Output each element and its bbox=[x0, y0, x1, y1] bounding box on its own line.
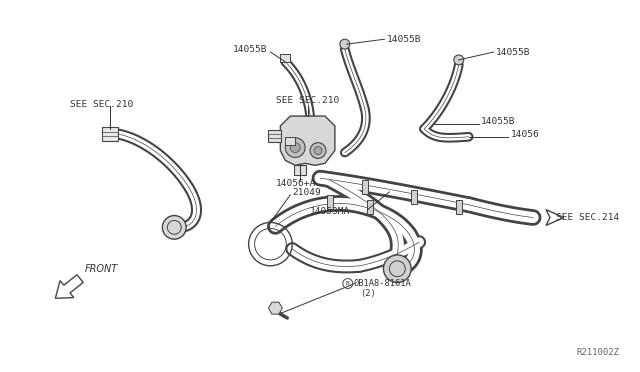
Text: 0B1A8-8161A: 0B1A8-8161A bbox=[354, 279, 412, 288]
Circle shape bbox=[285, 138, 305, 157]
Text: 14055B: 14055B bbox=[495, 48, 530, 57]
Bar bbox=[362, 180, 367, 194]
Circle shape bbox=[383, 255, 412, 283]
Text: SEE SEC.210: SEE SEC.210 bbox=[276, 96, 340, 105]
Text: 14056+A: 14056+A bbox=[275, 179, 316, 187]
Text: 14056: 14056 bbox=[510, 130, 539, 139]
Circle shape bbox=[454, 55, 464, 65]
Text: B: B bbox=[346, 281, 349, 286]
Circle shape bbox=[310, 142, 326, 158]
Bar bbox=[412, 190, 417, 204]
Text: 14055B: 14055B bbox=[387, 35, 421, 44]
Circle shape bbox=[163, 215, 186, 239]
Text: 21049: 21049 bbox=[292, 188, 321, 198]
Bar bbox=[280, 54, 291, 62]
Text: (2): (2) bbox=[360, 289, 376, 298]
FancyArrow shape bbox=[55, 275, 83, 298]
Bar bbox=[327, 195, 333, 209]
Bar bbox=[294, 165, 306, 175]
Text: SEE SEC.210: SEE SEC.210 bbox=[70, 100, 133, 109]
Bar bbox=[456, 200, 461, 214]
Polygon shape bbox=[268, 302, 282, 314]
Text: SEE SEC.214: SEE SEC.214 bbox=[556, 213, 619, 222]
Text: FRONT: FRONT bbox=[85, 264, 118, 274]
Circle shape bbox=[291, 142, 300, 153]
Bar bbox=[268, 130, 282, 142]
Text: R211002Z: R211002Z bbox=[577, 349, 620, 357]
Circle shape bbox=[340, 39, 349, 49]
Text: 14055B: 14055B bbox=[481, 118, 515, 126]
Bar bbox=[285, 137, 295, 145]
Text: 14053MA: 14053MA bbox=[310, 207, 350, 216]
Polygon shape bbox=[280, 116, 335, 165]
Bar bbox=[367, 200, 372, 214]
Bar bbox=[102, 127, 118, 141]
Circle shape bbox=[314, 147, 322, 154]
Text: 14055B: 14055B bbox=[233, 45, 268, 54]
